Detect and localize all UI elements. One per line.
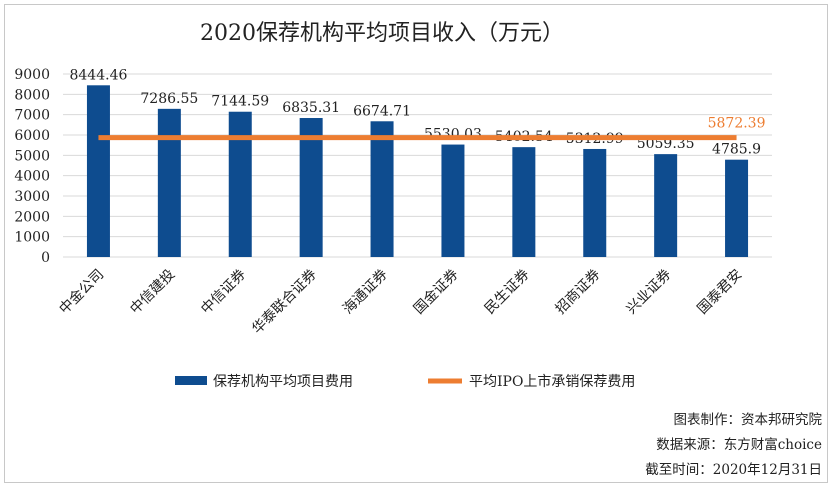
credits-block: 图表制作：资本邦研究院 数据来源：东方财富choice 截至时间：2020年12… <box>645 408 822 483</box>
legend-bar-label: 保荐机构平均项目费用 <box>213 374 353 390</box>
bar <box>299 118 323 257</box>
legend: 保荐机构平均项目费用 平均IPO上市承销保荐费用 <box>175 373 635 390</box>
bar <box>654 154 678 257</box>
bar-data-label: 7144.59 <box>211 94 269 110</box>
bar <box>441 144 465 257</box>
chart-title: 2020保荐机构平均项目收入（万元） <box>200 21 564 46</box>
y-tick-label: 3000 <box>14 189 50 205</box>
chart-frame <box>4 4 828 483</box>
bar <box>86 85 110 257</box>
y-tick-label: 9000 <box>14 67 50 83</box>
legend-line-label: 平均IPO上市承销保荐费用 <box>469 373 635 390</box>
y-tick-label: 1000 <box>14 230 50 246</box>
bar <box>583 148 607 257</box>
bar <box>228 111 252 257</box>
y-tick-label: 8000 <box>14 87 50 103</box>
x-tick-label: 中金公司 <box>56 267 107 318</box>
bar <box>157 108 181 257</box>
y-tick-label: 7000 <box>14 108 50 124</box>
bar <box>512 147 536 257</box>
bar-data-label: 6835.31 <box>282 100 340 116</box>
x-tick-label: 民生证券 <box>482 267 533 318</box>
x-tick-label: 华泰联合证券 <box>249 267 320 338</box>
bar <box>725 159 749 257</box>
bar-data-label: 8444.46 <box>69 67 127 83</box>
y-axis: 0 1000 2000 3000 4000 5000 6000 7000 8000 9000 <box>14 67 50 266</box>
bar-series: 8444.46 7286.55 7144.59 6835.31 6674.71 5530.… <box>69 67 761 257</box>
bar <box>370 121 394 257</box>
credits-maker: 图表制作：资本邦研究院 <box>673 412 823 428</box>
x-tick-label: 国泰君安 <box>694 267 745 318</box>
x-tick-label: 招商证券 <box>553 267 604 318</box>
y-tick-label: 0 <box>41 250 50 266</box>
bar-data-label: 6674.71 <box>353 103 411 119</box>
x-tick-label: 海通证券 <box>340 267 391 318</box>
bar-data-label: 5059.35 <box>637 136 695 152</box>
credits-date: 截至时间：2020年12月31日 <box>645 462 822 478</box>
y-tick-label: 4000 <box>14 169 50 185</box>
chart-grid <box>63 73 772 258</box>
average-line-label: 5872.39 <box>708 116 766 132</box>
y-tick-label: 5000 <box>14 148 50 164</box>
legend-bar-swatch <box>175 376 207 385</box>
bar-data-label: 5530.03 <box>424 127 482 143</box>
y-tick-label: 2000 <box>14 209 50 225</box>
x-tick-label: 兴业证券 <box>624 267 675 318</box>
x-axis: 中金公司 中信建投 中信证券 华泰联合证券 海通证券 国金证券 民生证券 招商证券 兴业证券 国泰… <box>56 267 745 338</box>
credits-source: 数据来源：东方财富choice <box>656 437 822 453</box>
x-tick-label: 国金证券 <box>411 267 462 318</box>
y-tick-label: 6000 <box>14 128 50 144</box>
x-tick-label: 中信证券 <box>198 267 249 318</box>
average-line-series: 5872.39 <box>98 116 766 141</box>
bar-data-label: 7286.55 <box>140 91 198 107</box>
bar-data-label: 4785.9 <box>712 142 761 158</box>
x-tick-label: 中信建投 <box>127 267 178 318</box>
